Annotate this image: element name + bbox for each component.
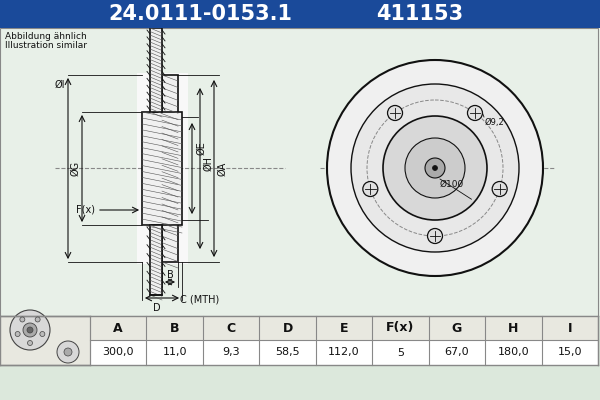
Text: F(x): F(x) [76,205,95,215]
Text: 112,0: 112,0 [328,348,360,358]
Text: Abbildung ähnlich: Abbildung ähnlich [5,32,87,41]
Text: B: B [170,322,179,334]
Polygon shape [162,75,178,262]
Text: I: I [568,322,572,334]
Circle shape [388,106,403,120]
Text: F(x): F(x) [386,322,415,334]
Polygon shape [150,225,162,295]
Circle shape [425,158,445,178]
Text: ate: ate [417,191,483,225]
Circle shape [383,116,487,220]
Circle shape [405,138,465,198]
Bar [90,316,598,340]
Polygon shape [150,28,162,112]
Circle shape [327,60,543,276]
Text: ØA: ØA [217,161,227,176]
Text: ØE: ØE [196,142,206,155]
Text: Ø100: Ø100 [440,180,464,189]
Circle shape [35,317,40,322]
Text: 58,5: 58,5 [275,348,300,358]
Circle shape [10,310,50,350]
Text: 9,3: 9,3 [222,348,240,358]
Text: A: A [113,322,123,334]
Circle shape [467,106,482,120]
Circle shape [433,166,437,170]
Bar [0,316,90,365]
Text: D: D [283,322,293,334]
Bar [0,28,598,316]
Circle shape [15,332,20,336]
Bar [0,28,600,316]
Circle shape [23,323,37,337]
Circle shape [28,340,32,346]
Circle shape [57,341,79,363]
Text: E: E [340,322,348,334]
Text: ØH: ØH [203,156,213,171]
Text: ØG: ØG [70,161,80,176]
Text: 180,0: 180,0 [497,348,529,358]
Text: B: B [167,270,173,280]
Circle shape [20,317,25,322]
Polygon shape [142,112,182,225]
Text: ØI: ØI [55,80,65,90]
Text: H: H [508,322,518,334]
Circle shape [427,228,443,244]
Bar [137,73,188,264]
Text: 411153: 411153 [376,4,464,24]
Text: D: D [153,303,161,313]
Circle shape [27,327,33,333]
Text: 11,0: 11,0 [163,348,187,358]
Text: C (MTH): C (MTH) [180,294,219,304]
Bar [90,340,598,365]
Circle shape [40,332,45,336]
Circle shape [64,348,72,356]
Text: 15,0: 15,0 [557,348,582,358]
Text: 24.0111-0153.1: 24.0111-0153.1 [108,4,292,24]
Text: C: C [227,322,236,334]
Circle shape [492,182,507,196]
Bar [0,0,600,28]
Text: G: G [452,322,462,334]
Circle shape [363,182,378,196]
Text: 67,0: 67,0 [445,348,469,358]
Text: 300,0: 300,0 [103,348,134,358]
Text: Illustration similar: Illustration similar [5,41,87,50]
Text: Ø9,2: Ø9,2 [485,118,505,127]
Circle shape [351,84,519,252]
Text: 5: 5 [397,348,404,358]
